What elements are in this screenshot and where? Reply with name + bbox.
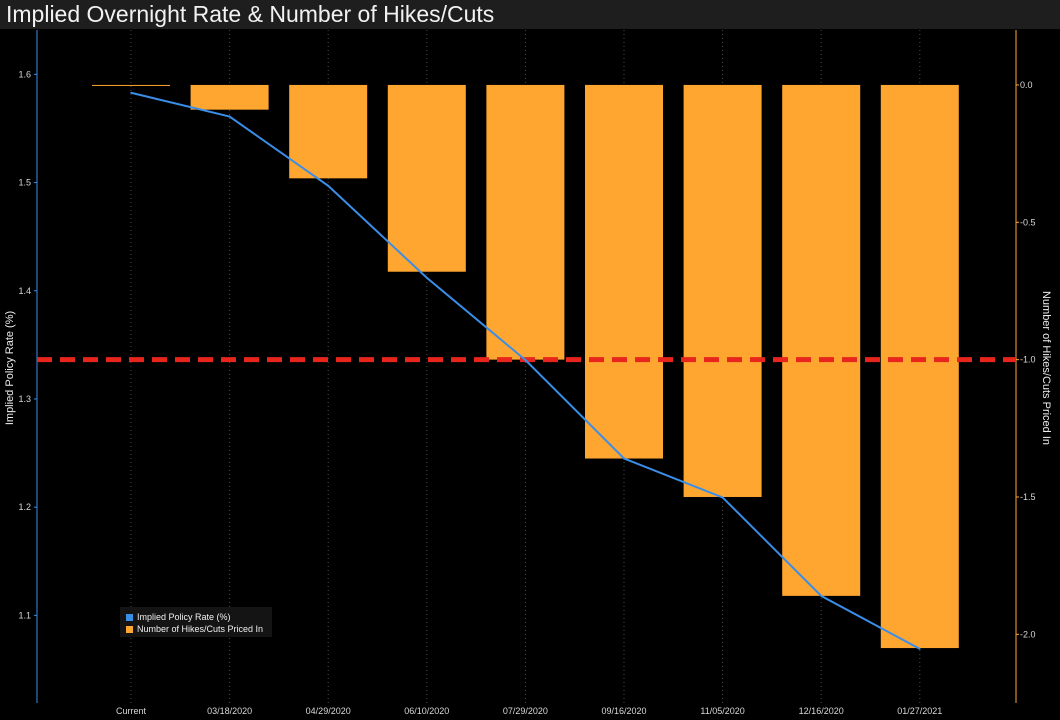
legend-label-bars: Number of Hikes/Cuts Priced In: [137, 624, 264, 634]
left-axis-label: Implied Policy Rate (%): [4, 311, 16, 425]
left-tick-label: 1.4: [18, 286, 31, 296]
legend-item-line: Implied Policy Rate (%): [126, 611, 231, 623]
axes: [34, 30, 1019, 703]
tick-labels: 1.1 1.2 1.3 1.4 1.5 1.6 -2.0 -1.5 -1.0 -0.5 0.0 Cur…: [18, 69, 1035, 716]
bar: [92, 84, 170, 86]
bar: [585, 84, 663, 459]
bar: [486, 84, 565, 360]
bar: [683, 84, 762, 497]
bar: [387, 84, 466, 272]
line-point: [130, 91, 132, 94]
legend-swatch-bars: [126, 625, 133, 633]
x-tick-label: Current: [116, 706, 147, 716]
right-tick-label: -1.0: [1020, 355, 1036, 365]
line-point: [820, 595, 822, 597]
line-point: [721, 496, 724, 499]
bar: [782, 84, 861, 596]
title-bar: Implied Overnight Rate & Number of Hikes…: [0, 0, 1060, 29]
legend: Implied Policy Rate (%) Number of Hikes/…: [120, 607, 272, 637]
bar-series: [92, 84, 959, 649]
x-tick-label: 06/10/2020: [404, 706, 449, 716]
x-tick-label: 11/05/2020: [700, 706, 744, 716]
line-point: [426, 276, 428, 279]
left-tick-label: 1.1: [18, 610, 31, 620]
legend-label-line: Implied Policy Rate (%): [137, 612, 231, 622]
x-tick-label: 07/29/2020: [503, 706, 548, 716]
x-tick-label: 12/16/2020: [799, 706, 844, 716]
left-tick-label: 1.3: [18, 394, 31, 404]
chart-title: Implied Overnight Rate & Number of Hikes…: [6, 1, 495, 27]
line-point: [919, 648, 921, 650]
bar: [880, 84, 959, 649]
right-tick-label: 0.0: [1020, 80, 1033, 90]
bar: [289, 84, 368, 179]
left-tick-label: 1.5: [18, 178, 31, 188]
x-tick-label: 09/16/2020: [601, 706, 646, 716]
line-series: [130, 91, 921, 650]
legend-swatch-line: [126, 613, 133, 621]
line-point: [524, 359, 527, 361]
right-tick-label: -1.5: [1020, 492, 1036, 502]
bar: [190, 84, 269, 110]
line-point: [228, 115, 231, 118]
line-point: [327, 185, 330, 187]
x-tick-label: 01/27/2021: [897, 706, 942, 716]
left-tick-label: 1.2: [18, 502, 31, 512]
line-point: [623, 457, 625, 460]
right-tick-label: -0.5: [1020, 217, 1036, 227]
right-tick-label: -2.0: [1020, 629, 1036, 639]
legend-item-bars: Number of Hikes/Cuts Priced In: [126, 623, 263, 635]
x-tick-label: 04/29/2020: [306, 706, 351, 716]
right-axis-label: Number of Hikes/Cuts Priced In: [1040, 291, 1052, 445]
left-tick-label: 1.6: [18, 69, 31, 79]
x-tick-label: 03/18/2020: [207, 706, 252, 716]
